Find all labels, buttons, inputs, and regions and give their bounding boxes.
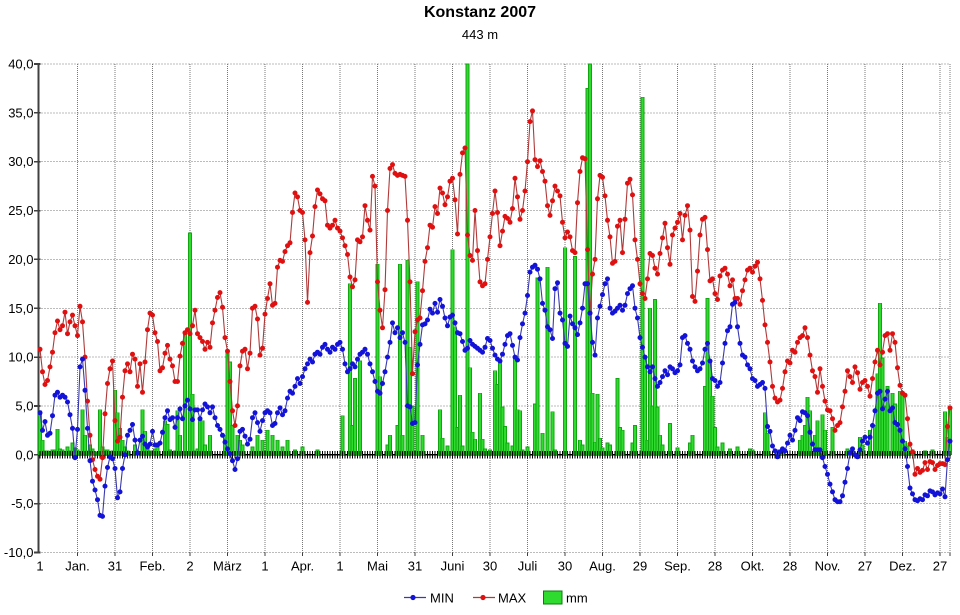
svg-text:Feb.: Feb.	[139, 559, 165, 574]
svg-text:0,0: 0,0	[15, 447, 33, 462]
svg-text:5,0: 5,0	[15, 398, 33, 413]
svg-text:Juli: Juli	[518, 559, 538, 574]
svg-text:28: 28	[783, 559, 797, 574]
svg-text:35,0: 35,0	[8, 105, 33, 120]
svg-text:2: 2	[186, 559, 193, 574]
svg-text:MIN: MIN	[430, 591, 454, 606]
svg-text:15,0: 15,0	[8, 301, 33, 316]
svg-text:30: 30	[558, 559, 572, 574]
svg-text:Konstanz 2007: Konstanz 2007	[424, 4, 536, 21]
svg-text:März: März	[213, 559, 242, 574]
svg-text:Apr.: Apr.	[291, 559, 314, 574]
svg-text:31: 31	[408, 559, 422, 574]
svg-text:31: 31	[108, 559, 122, 574]
svg-text:1: 1	[36, 559, 43, 574]
svg-text:Dez.: Dez.	[889, 559, 916, 574]
svg-text:30: 30	[483, 559, 497, 574]
svg-text:40,0: 40,0	[8, 57, 33, 72]
svg-text:-10,0: -10,0	[4, 545, 34, 560]
svg-text:27: 27	[933, 559, 947, 574]
svg-text:MAX: MAX	[498, 591, 527, 606]
svg-text:-5,0: -5,0	[11, 496, 33, 511]
svg-text:Sep.: Sep.	[664, 559, 691, 574]
svg-text:1: 1	[336, 559, 343, 574]
svg-text:20,0: 20,0	[8, 252, 33, 267]
svg-text:30,0: 30,0	[8, 154, 33, 169]
svg-text:Okt.: Okt.	[741, 559, 765, 574]
svg-text:10,0: 10,0	[8, 350, 33, 365]
svg-text:28: 28	[708, 559, 722, 574]
svg-text:443 m: 443 m	[462, 27, 498, 42]
svg-text:Jan.: Jan.	[65, 559, 90, 574]
svg-text:1: 1	[261, 559, 268, 574]
svg-text:Mai: Mai	[367, 559, 388, 574]
svg-text:29: 29	[633, 559, 647, 574]
svg-text:mm: mm	[566, 591, 588, 606]
svg-text:Aug.: Aug.	[589, 559, 616, 574]
svg-text:Nov.: Nov.	[815, 559, 841, 574]
svg-text:25,0: 25,0	[8, 203, 33, 218]
svg-text:Juni: Juni	[441, 559, 465, 574]
svg-text:27: 27	[858, 559, 872, 574]
